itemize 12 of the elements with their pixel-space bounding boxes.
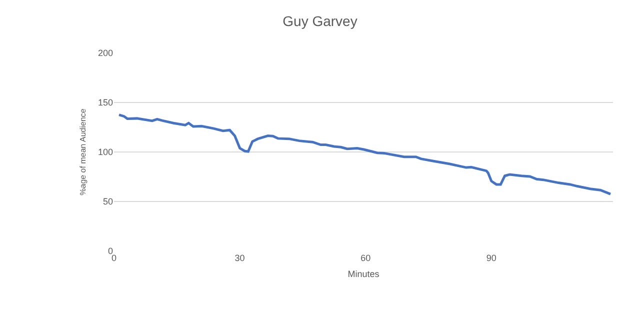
y-axis-title: %age of mean Audience [78, 108, 88, 196]
chart-title: Guy Garvey [282, 13, 358, 30]
y-tick-label: 0 [108, 246, 113, 256]
x-tick-label: 60 [360, 253, 371, 263]
y-tick-label: 100 [98, 147, 113, 158]
x-tick-label: 30 [234, 253, 245, 263]
y-tick-label: 50 [102, 196, 113, 207]
x-tick-label: 90 [486, 253, 496, 263]
line-series [118, 114, 612, 196]
y-tick-label: 200 [98, 48, 113, 58]
x-axis-title: Minutes [348, 268, 380, 279]
y-tick-label: 150 [98, 98, 113, 108]
